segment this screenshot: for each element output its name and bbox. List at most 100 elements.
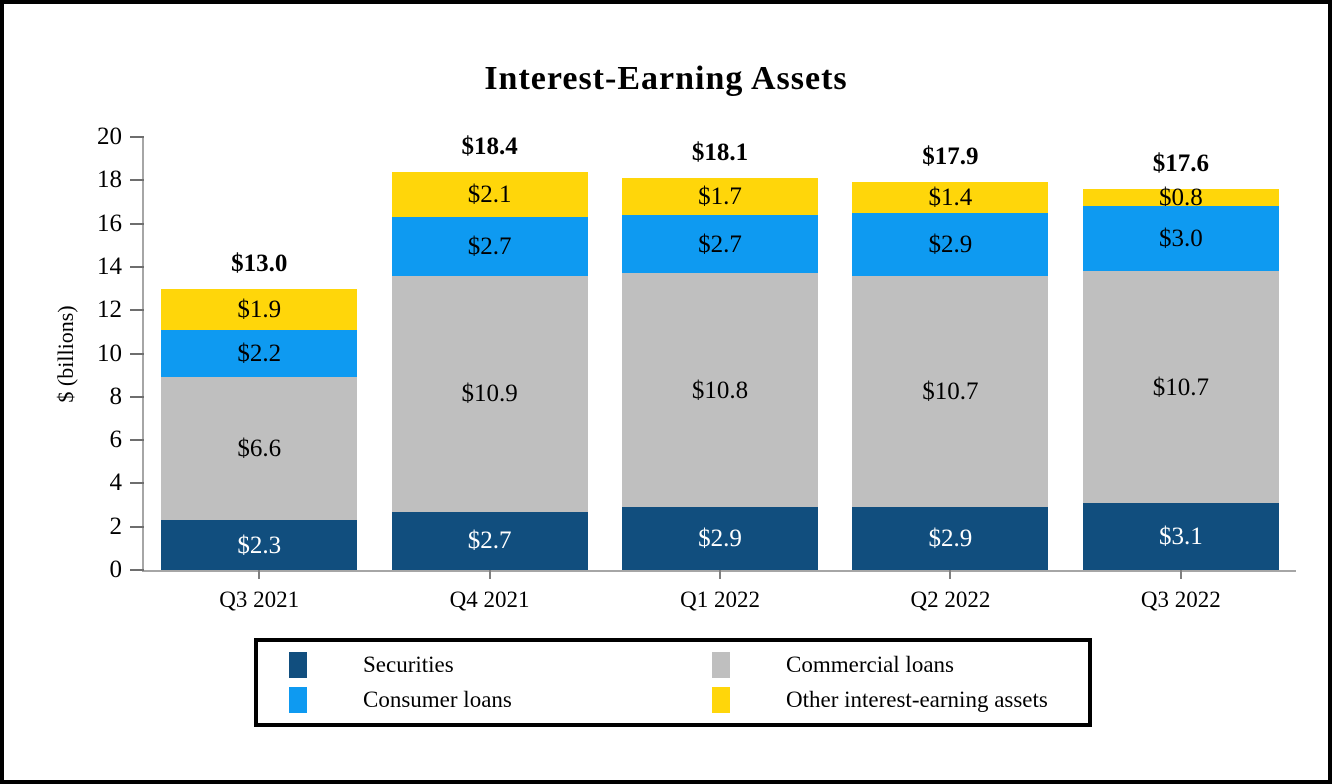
x-axis-label: Q4 2021 bbox=[449, 587, 530, 612]
bar-segment-label: $2.7 bbox=[467, 232, 512, 260]
bar-segment: $6.6 bbox=[161, 377, 358, 521]
bar-segment: $3.1 bbox=[1082, 502, 1279, 570]
plot-bars: $13.0 $1.9 $2.2 $6.6 $2.3 Q3 2021 $18.4 $2.1 $2.… bbox=[144, 133, 1296, 612]
bar-segment: $2.7 bbox=[391, 511, 588, 570]
chart-title: Interest-Earning Assets bbox=[484, 60, 848, 97]
y-axis-tick-label: 0 bbox=[109, 556, 123, 583]
x-axis-label: Q2 2022 bbox=[910, 587, 991, 612]
y-axis-tick-label: 2 bbox=[109, 512, 123, 540]
x-axis-tick bbox=[949, 570, 952, 579]
bar-segment-label: $10.8 bbox=[691, 376, 749, 404]
x-axis-tick bbox=[719, 570, 722, 579]
bar-segment: $1.4 bbox=[852, 182, 1049, 213]
bar-segment-label: $2.9 bbox=[928, 525, 973, 553]
x-axis-tick bbox=[488, 570, 491, 579]
bar-segment: $3.0 bbox=[1082, 206, 1279, 272]
bar-segment: $2.9 bbox=[622, 507, 819, 570]
legend-item-commercial-loans: Commercial loans bbox=[712, 652, 1048, 678]
plot-area: 0 2 4 6 8 10 12 14 16 18 20 $13.0 $1.9 $2.2 $6.6 $2.3 Q… bbox=[97, 124, 1296, 612]
y-axis-tick bbox=[130, 352, 144, 355]
bar-segment-label: $10.9 bbox=[461, 380, 518, 408]
stacked-bar: $18.1 $1.7 $2.7 $10.8 $2.9 bbox=[622, 139, 819, 570]
bar-group: $18.1 $1.7 $2.7 $10.8 $2.9 Q1 2022 bbox=[605, 137, 835, 612]
bar-group: $17.6 $0.8 $3.0 $10.7 $3.1 Q3 2022 bbox=[1066, 137, 1296, 612]
bar-total-label: $18.4 bbox=[461, 132, 518, 160]
legend-item-securities: Securities bbox=[289, 652, 712, 678]
y-axis-tick bbox=[130, 309, 144, 312]
x-axis-label: Q3 2022 bbox=[1140, 587, 1221, 612]
x-axis-label: Q3 2021 bbox=[219, 587, 300, 612]
stacked-bar: $18.4 $2.1 $2.7 $10.9 $2.7 bbox=[391, 133, 588, 570]
y-axis-tick-label: 16 bbox=[97, 209, 122, 237]
x-axis-tick bbox=[258, 570, 261, 579]
bar-segment-label: $6.6 bbox=[237, 435, 282, 463]
y-axis-tick bbox=[130, 482, 144, 485]
bar-group: $17.9 $1.4 $2.9 $10.7 $2.9 Q2 2022 bbox=[835, 137, 1065, 612]
x-axis-label: Q1 2022 bbox=[680, 587, 760, 612]
bar-segment-label: $2.9 bbox=[928, 230, 973, 258]
y-axis-tick-label: 12 bbox=[97, 296, 122, 324]
bar-group: $18.4 $2.1 $2.7 $10.9 $2.7 Q4 2021 bbox=[374, 133, 604, 612]
y-axis-tick-label: 4 bbox=[109, 469, 123, 497]
y-axis-tick-label: 20 bbox=[97, 123, 122, 150]
y-axis-tick bbox=[130, 439, 144, 442]
stacked-bar: $17.9 $1.4 $2.9 $10.7 $2.9 bbox=[852, 143, 1049, 570]
consumer-loans-swatch bbox=[289, 687, 307, 713]
y-axis-tick-label: 8 bbox=[109, 382, 123, 410]
bar-total-label: $18.1 bbox=[691, 139, 749, 167]
bar-total-label: $13.0 bbox=[231, 249, 288, 277]
bar-segment-label: $1.7 bbox=[698, 183, 742, 211]
legend-column-left: Securities Consumer loans bbox=[289, 652, 712, 713]
securities-swatch bbox=[289, 652, 307, 678]
legend-item-other-assets: Other interest-earning assets bbox=[712, 687, 1048, 713]
bar-segment-label: $2.9 bbox=[698, 525, 742, 553]
bar-segment: $2.9 bbox=[852, 507, 1049, 570]
bar-segment: $1.7 bbox=[622, 178, 819, 215]
y-axis-tick-label: 10 bbox=[97, 339, 122, 367]
bar-segment-label: $2.1 bbox=[467, 180, 512, 208]
legend-label: Other interest-earning assets bbox=[786, 687, 1048, 713]
bar-segment-label: $2.7 bbox=[698, 230, 742, 258]
y-axis-tick-label: 14 bbox=[97, 252, 122, 280]
bar-segment-label: $0.8 bbox=[1158, 184, 1203, 212]
bar-total-label: $17.6 bbox=[1152, 149, 1209, 177]
bar-segment: $2.3 bbox=[161, 520, 358, 570]
bar-segment-label: $3.1 bbox=[1158, 522, 1203, 550]
y-axis-tick bbox=[130, 569, 144, 571]
bar-segment-label: $10.7 bbox=[1152, 373, 1209, 401]
bar-segment: $10.8 bbox=[622, 273, 819, 508]
bar-segment-label: $1.9 bbox=[237, 295, 282, 323]
bar-segment: $2.7 bbox=[622, 214, 819, 274]
bar-segment: $10.9 bbox=[391, 275, 588, 512]
bar-segment-label: $1.4 bbox=[928, 184, 973, 212]
bar-segment-label: $2.2 bbox=[237, 340, 282, 367]
legend-label: Commercial loans bbox=[786, 652, 954, 678]
y-axis-tick bbox=[130, 222, 144, 225]
stacked-bar: $17.6 $0.8 $3.0 $10.7 $3.1 bbox=[1082, 150, 1279, 570]
bar-segment: $10.7 bbox=[1082, 271, 1279, 503]
legend-item-consumer-loans: Consumer loans bbox=[289, 687, 712, 713]
y-axis-tick bbox=[130, 136, 144, 138]
bar-segment: $2.7 bbox=[391, 217, 588, 276]
bar-segment: $2.1 bbox=[391, 171, 588, 218]
legend-box: Securities Consumer loans Commercial loa… bbox=[254, 638, 1092, 727]
bar-segment: $2.2 bbox=[161, 329, 358, 378]
y-axis-tick-label: 18 bbox=[97, 166, 122, 194]
bar-segment: $0.8 bbox=[1082, 185, 1279, 210]
bar-segment-label: $2.3 bbox=[237, 531, 282, 559]
legend-column-right: Commercial loans Other interest-earning … bbox=[712, 652, 1048, 713]
bar-total-label: $17.9 bbox=[922, 143, 979, 171]
x-axis-tick bbox=[1179, 570, 1182, 579]
bar-segment-label: $2.7 bbox=[467, 527, 512, 555]
bar-segment: $10.7 bbox=[852, 275, 1049, 508]
other-assets-swatch bbox=[712, 687, 730, 713]
stacked-bar: $13.0 $1.9 $2.2 $6.6 $2.3 bbox=[161, 250, 358, 570]
y-axis-tick bbox=[130, 179, 144, 182]
bar-group: $13.0 $1.9 $2.2 $6.6 $2.3 Q3 2021 bbox=[144, 137, 374, 612]
bar-segment-label: $3.0 bbox=[1158, 225, 1203, 253]
y-axis-tick-label: 6 bbox=[109, 426, 123, 454]
legend-label: Consumer loans bbox=[363, 687, 512, 713]
y-axis-tick bbox=[130, 395, 144, 398]
bar-segment: $1.9 bbox=[161, 288, 358, 330]
